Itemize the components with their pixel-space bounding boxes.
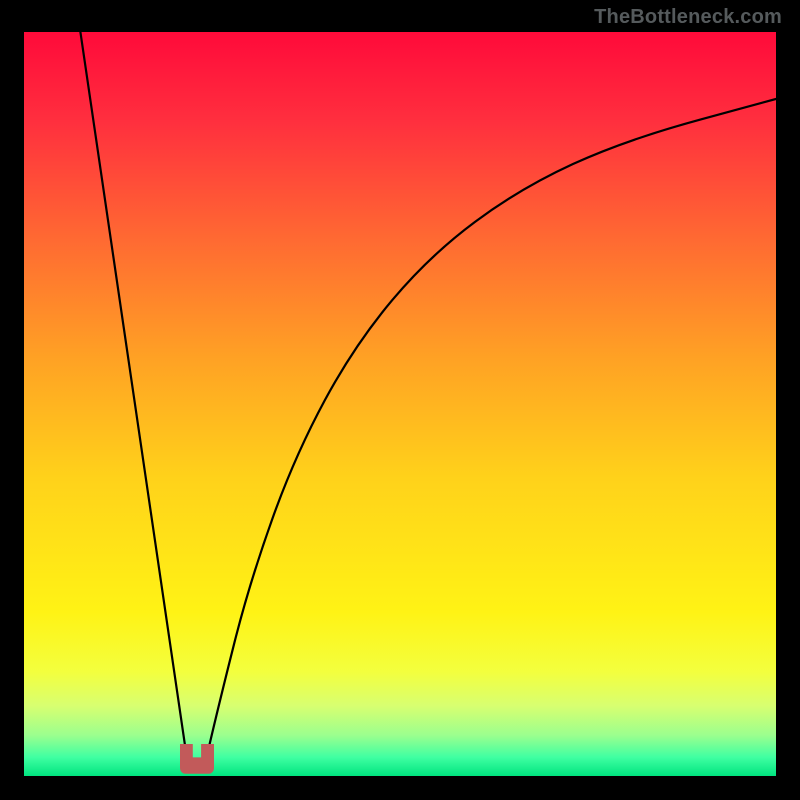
chart-plot-area — [24, 32, 776, 776]
chart-background-gradient — [24, 32, 776, 776]
watermark-text: TheBottleneck.com — [594, 6, 782, 29]
